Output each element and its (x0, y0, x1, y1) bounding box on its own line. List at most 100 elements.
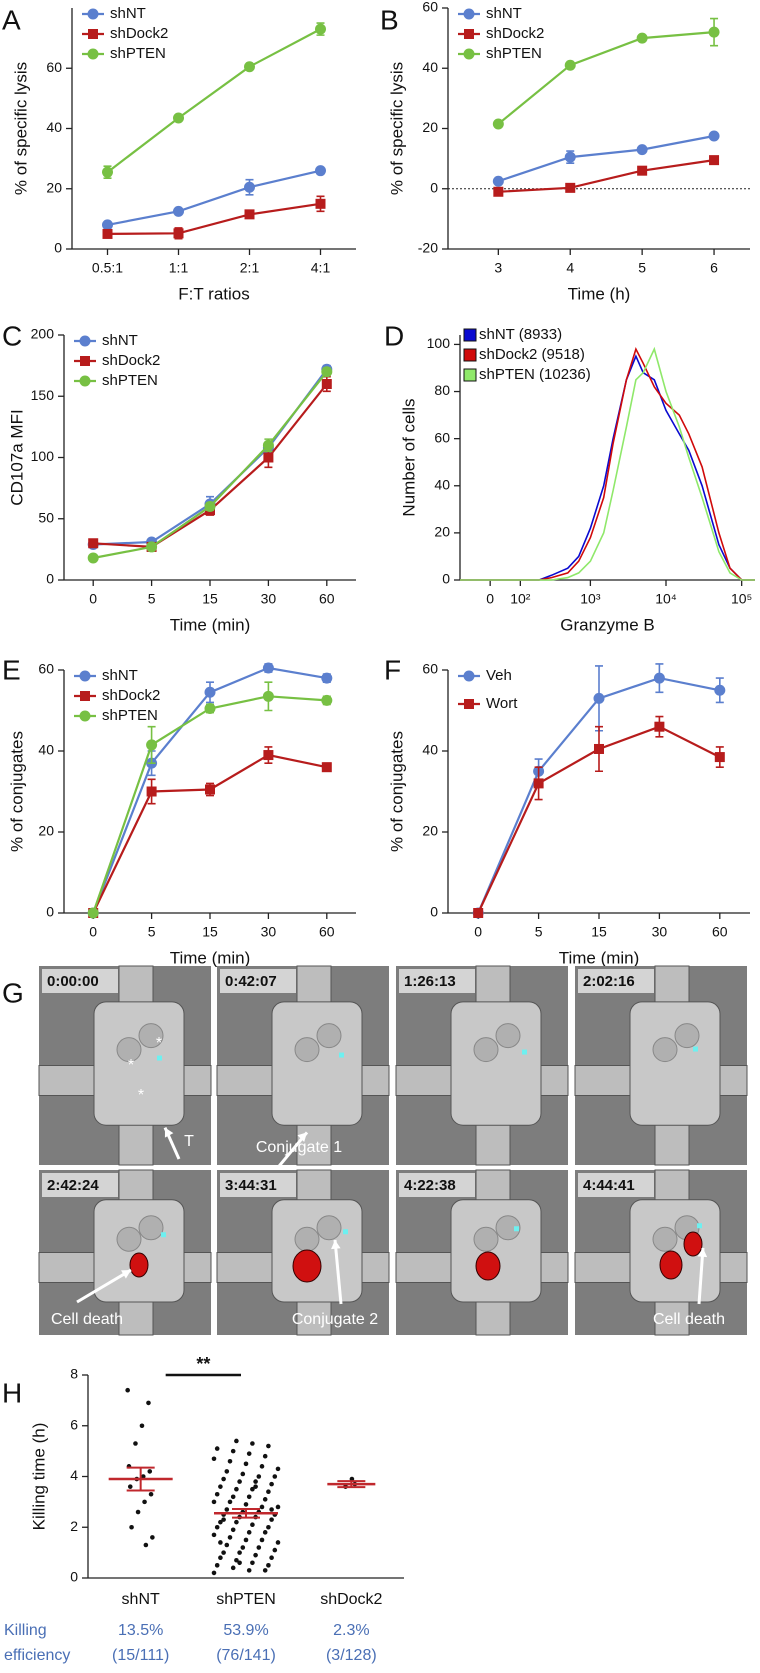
dot (218, 1519, 223, 1525)
legend-label: shPTEN (486, 45, 542, 62)
marker (262, 439, 274, 451)
marker (204, 702, 216, 714)
x-tick-label: 60 (319, 591, 335, 607)
y-axis-label: CD107a MFI (7, 409, 26, 505)
dot (250, 1522, 255, 1528)
legend-marker (79, 710, 91, 722)
y-tick-label: 100 (31, 448, 55, 464)
legend-label: shPTEN (102, 372, 158, 389)
legend-marker (79, 335, 91, 347)
x-tick-label: 0 (89, 924, 97, 940)
marker (204, 686, 216, 698)
x-axis-label: Granzyme B (560, 615, 654, 634)
y-axis-label: Number of cells (399, 398, 418, 516)
marker (262, 662, 274, 674)
dot (211, 1456, 217, 1462)
dot (227, 1458, 233, 1464)
y-tick-label: 80 (434, 382, 450, 398)
cell (116, 1037, 142, 1063)
dot (133, 1441, 138, 1446)
marker (146, 541, 158, 553)
dot (221, 1517, 226, 1522)
marker (173, 228, 184, 239)
series-line (460, 354, 755, 581)
timestamp-box (578, 1173, 654, 1197)
marker (708, 26, 720, 38)
dot (253, 1552, 258, 1558)
legend-label: Wort (486, 695, 518, 712)
x-tick-label: 2:1 (240, 260, 260, 276)
marker (244, 61, 255, 73)
dot (224, 1542, 230, 1548)
tcell (343, 1229, 348, 1235)
y-tick-label: -20 (418, 240, 438, 256)
legend-label: shPTEN (110, 45, 166, 62)
chamber (450, 1199, 542, 1303)
legend-marker (464, 699, 474, 709)
marker (636, 144, 648, 156)
y-tick-label: 60 (422, 661, 438, 677)
y-tick-label: 0 (46, 571, 54, 587)
x-tick-label: 4:1 (311, 260, 331, 276)
marker (315, 198, 326, 209)
legend-label: shDock2 (9518) (479, 346, 585, 363)
marker (321, 379, 332, 389)
x-tick-label: 5 (148, 591, 156, 607)
y-tick-label: 150 (31, 387, 55, 403)
chamber (629, 1001, 721, 1126)
x-axis-label: F:T ratios (178, 284, 249, 303)
dot (256, 1545, 262, 1550)
x-tick-label: 15 (202, 591, 218, 607)
frame-annotation: * (138, 1087, 144, 1104)
dead-cell (683, 1231, 703, 1257)
dot (246, 1494, 252, 1500)
dot (150, 1535, 155, 1540)
marker (637, 165, 648, 176)
dot (214, 1524, 220, 1530)
marker (204, 501, 216, 512)
y-axis-label: % of conjugates (387, 731, 406, 852)
series-line (92, 371, 328, 560)
timestamp: 0:00:00 (47, 973, 99, 990)
marker (493, 186, 504, 197)
dead-cell (659, 1250, 683, 1280)
y-tick-label: 40 (46, 119, 62, 135)
x-tick-label: 3 (494, 260, 502, 276)
marker (146, 786, 157, 797)
significance-label: ** (196, 1354, 210, 1374)
x-tick-label: 10³ (580, 591, 601, 607)
marker (473, 908, 484, 918)
x-tick-label: shDock2 (320, 1591, 382, 1608)
y-tick-label: 0 (442, 571, 450, 587)
dot (146, 1400, 151, 1406)
tcell (697, 1223, 702, 1229)
marker (87, 907, 99, 919)
marker (564, 151, 576, 163)
legend-label: shDock2 (486, 25, 544, 42)
x-tick-label: 15 (202, 924, 218, 940)
legend-label: Veh (486, 667, 512, 684)
frame-annotation: Conjugate 2 (292, 1311, 378, 1328)
dot (135, 1509, 141, 1515)
marker (102, 228, 113, 239)
marker (593, 692, 605, 704)
dot (275, 1540, 281, 1545)
y-axis-label: % of specific lysis (387, 62, 406, 195)
marker (173, 112, 184, 124)
legend-marker (87, 48, 99, 60)
dot (224, 1507, 230, 1512)
dot (140, 1474, 146, 1479)
tcell (514, 1226, 519, 1232)
dot (269, 1507, 274, 1512)
cell (674, 1023, 700, 1049)
marker (492, 175, 504, 187)
chamber (271, 1199, 363, 1303)
timestamp: 4:22:38 (404, 1177, 456, 1194)
y-tick-label: 60 (434, 429, 450, 445)
panel-label: A (2, 4, 21, 35)
tcell (161, 1232, 166, 1238)
marker (636, 32, 648, 44)
dot (259, 1504, 265, 1510)
legend-label: shNT (110, 5, 146, 22)
timestamp: 0:42:07 (225, 973, 277, 990)
